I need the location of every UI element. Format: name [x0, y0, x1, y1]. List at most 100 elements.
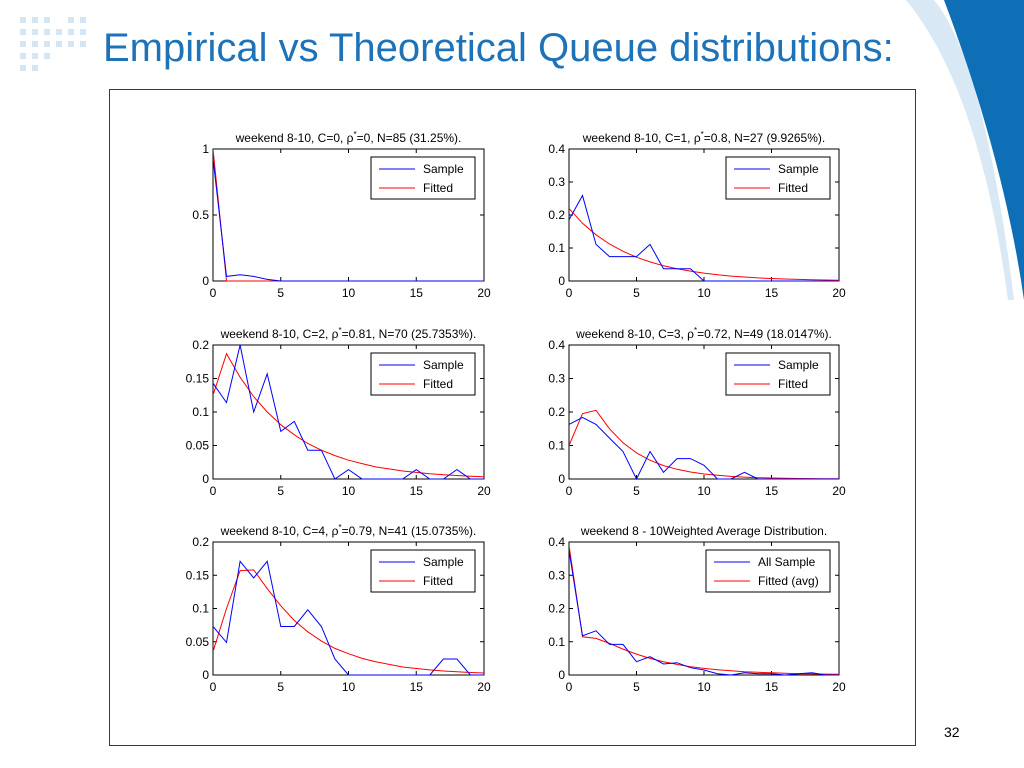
legend-box: [370, 549, 476, 593]
legend-label: Sample: [423, 358, 464, 372]
x-tick-label: 5: [633, 484, 640, 498]
x-tick-label: 5: [633, 680, 640, 694]
y-tick-label: 0: [202, 472, 209, 486]
sample-series-line: [569, 416, 839, 481]
y-tick-label: 0: [558, 472, 565, 486]
x-tick-label: 10: [342, 286, 356, 300]
legend: Sample Fitted: [725, 156, 831, 200]
legend-label: Fitted: [778, 377, 808, 391]
x-tick-label: 20: [477, 680, 491, 694]
legend-box: [725, 352, 831, 396]
y-tick-label: 0.2: [548, 208, 565, 222]
x-tick-label: 10: [697, 484, 711, 498]
sample-series-line: [213, 344, 484, 480]
decor-dot: [32, 29, 38, 35]
legend-box: [370, 156, 476, 200]
page-number: 32: [944, 724, 960, 740]
legend-box: [725, 156, 831, 200]
x-tick-label: 15: [410, 286, 424, 300]
y-tick-label: 0.1: [192, 602, 209, 616]
y-tick-label: 0.1: [192, 405, 209, 419]
y-tick-label: 0.4: [548, 142, 565, 156]
decor-dot: [32, 53, 38, 59]
legend-box: [705, 549, 831, 593]
legend-label: Fitted (avg): [758, 574, 819, 588]
x-tick-label: 20: [832, 484, 846, 498]
y-tick-label: 1: [202, 142, 209, 156]
x-tick-label: 5: [277, 286, 284, 300]
decor-dot: [68, 17, 74, 23]
sample-series-line: [213, 560, 484, 676]
x-tick-label: 5: [633, 286, 640, 300]
figure-frame: weekend 8-10, C=0, ρ*=0, N=85 (31.25%). 0…: [109, 89, 916, 746]
legend: Sample Fitted: [370, 352, 476, 396]
charts-figure: weekend 8-10, C=0, ρ*=0, N=85 (31.25%). 0…: [186, 130, 846, 694]
x-tick-label: 0: [566, 680, 573, 694]
y-tick-label: 0.2: [548, 602, 565, 616]
x-tick-label: 0: [566, 286, 573, 300]
x-tick-label: 10: [697, 680, 711, 694]
legend-label: Fitted: [423, 574, 453, 588]
y-tick-label: 0.15: [186, 568, 210, 582]
chart-panel: weekend 8 - 10Weighted Average Distribut…: [548, 524, 846, 694]
decor-dot: [68, 29, 74, 35]
legend: Sample Fitted: [370, 549, 476, 593]
decor-dot: [44, 41, 50, 47]
y-tick-label: 0.2: [192, 338, 209, 352]
decor-dot: [20, 17, 26, 23]
decor-dot: [56, 41, 62, 47]
decor-dot: [44, 53, 50, 59]
decor-dot: [44, 29, 50, 35]
y-tick-label: 0.15: [186, 372, 210, 386]
chart-title: weekend 8-10, C=1, ρ*=0.8, N=27 (9.9265%…: [582, 130, 825, 145]
y-tick-label: 0: [558, 274, 565, 288]
legend-label: Fitted: [423, 181, 453, 195]
x-tick-label: 0: [210, 484, 217, 498]
decor-dot: [20, 29, 26, 35]
x-tick-label: 15: [765, 286, 779, 300]
x-tick-label: 15: [765, 680, 779, 694]
y-tick-label: 0.05: [186, 635, 210, 649]
x-tick-label: 15: [410, 484, 424, 498]
x-tick-label: 0: [566, 484, 573, 498]
decorative-dot-grid: [20, 17, 86, 71]
decor-dot: [80, 29, 86, 35]
y-tick-label: 0: [558, 668, 565, 682]
x-tick-label: 20: [477, 286, 491, 300]
chart-panel: weekend 8-10, C=4, ρ*=0.79, N=41 (15.073…: [186, 523, 491, 694]
x-tick-label: 5: [277, 484, 284, 498]
fitted-series-line: [213, 352, 484, 478]
fitted-series-line: [569, 409, 839, 480]
fitted-series-line: [213, 569, 484, 674]
sample-series-line: [569, 194, 839, 282]
y-tick-label: 0.4: [548, 535, 565, 549]
y-tick-label: 0.4: [548, 338, 565, 352]
chart-title: weekend 8-10, C=0, ρ*=0, N=85 (31.25%).: [235, 130, 462, 145]
fitted-series-line: [569, 545, 839, 675]
decor-dot: [68, 41, 74, 47]
legend-label: Sample: [423, 555, 464, 569]
legend-label: Sample: [778, 162, 819, 176]
x-tick-label: 0: [210, 286, 217, 300]
decor-dot: [32, 65, 38, 71]
y-tick-label: 0.1: [548, 635, 565, 649]
x-tick-label: 20: [832, 680, 846, 694]
y-tick-label: 0.1: [548, 439, 565, 453]
decor-dot: [32, 17, 38, 23]
x-tick-label: 10: [697, 286, 711, 300]
legend-box: [370, 352, 476, 396]
legend-label: Fitted: [423, 377, 453, 391]
y-tick-label: 0.2: [548, 405, 565, 419]
decor-dot: [56, 29, 62, 35]
x-tick-label: 20: [832, 286, 846, 300]
sample-series-line: [213, 158, 484, 282]
decor-dot: [80, 17, 86, 23]
y-tick-label: 0.2: [192, 535, 209, 549]
x-tick-label: 0: [210, 680, 217, 694]
x-tick-label: 15: [410, 680, 424, 694]
x-tick-label: 10: [342, 484, 356, 498]
y-tick-label: 0: [202, 274, 209, 288]
decor-dot: [20, 41, 26, 47]
x-tick-label: 20: [477, 484, 491, 498]
y-tick-label: 0.3: [548, 175, 565, 189]
